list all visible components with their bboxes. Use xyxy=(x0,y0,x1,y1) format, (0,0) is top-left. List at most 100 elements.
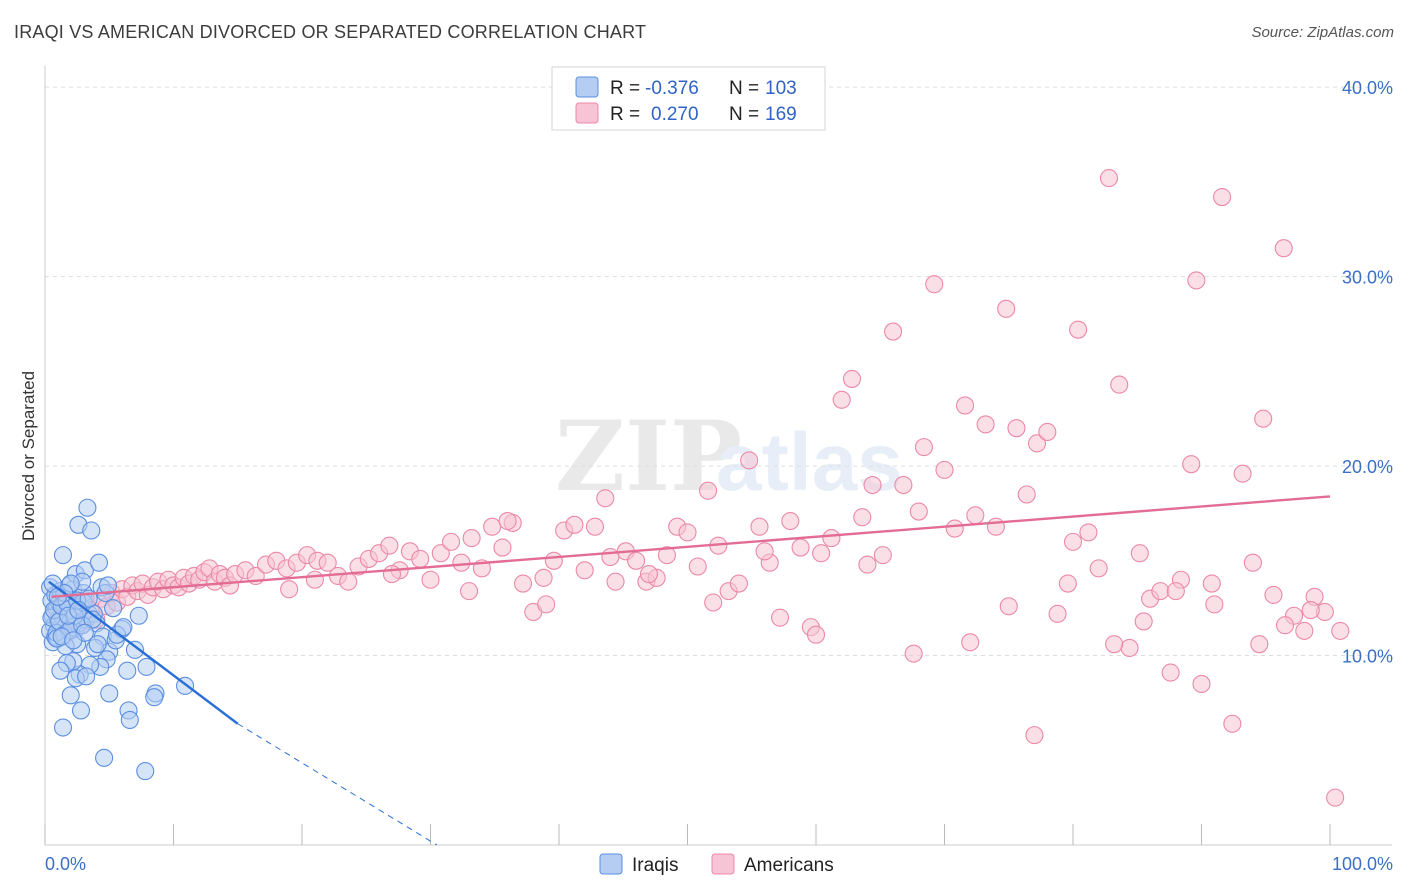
point-americans xyxy=(421,570,440,589)
point-americans xyxy=(1161,663,1180,682)
y-axis-title: Divorced or Separated xyxy=(19,371,38,541)
point-iraqis xyxy=(89,553,109,572)
point-americans xyxy=(452,553,471,572)
legend-n-label: N = xyxy=(729,78,759,99)
point-americans xyxy=(945,519,964,538)
legend-n-label: N = xyxy=(729,104,759,125)
point-iraqis xyxy=(114,618,133,637)
point-iraqis xyxy=(61,686,80,705)
point-iraqis xyxy=(129,606,148,625)
point-americans xyxy=(1099,169,1119,188)
point-americans xyxy=(678,523,697,542)
legend-r-value-iraqis: -0.376 xyxy=(645,78,699,99)
legend-swatch-americans xyxy=(575,102,599,124)
point-americans xyxy=(1295,621,1314,640)
point-americans xyxy=(976,415,995,434)
point-americans xyxy=(585,517,605,536)
legend-label-americans: Americans xyxy=(744,855,834,876)
point-americans xyxy=(1007,419,1026,438)
point-americans xyxy=(1058,574,1077,593)
point-americans xyxy=(483,517,502,536)
point-americans xyxy=(1202,574,1221,593)
point-americans xyxy=(601,547,620,567)
point-americans xyxy=(606,572,625,591)
point-americans xyxy=(1134,612,1153,631)
axes xyxy=(44,66,1392,846)
point-americans xyxy=(909,502,928,521)
point-americans xyxy=(704,593,723,612)
point-americans xyxy=(305,570,324,589)
point-americans xyxy=(1017,485,1036,504)
point-americans xyxy=(493,538,512,557)
point-americans xyxy=(986,517,1005,536)
point-americans xyxy=(1275,616,1295,635)
y-tick-label: 40.0% xyxy=(1342,78,1393,98)
point-americans xyxy=(1250,635,1269,654)
point-americans xyxy=(740,451,759,470)
legend-n-value-americans: 169 xyxy=(765,104,797,125)
point-iraqis xyxy=(64,631,83,650)
y-tick-label: 30.0% xyxy=(1342,268,1393,288)
point-americans xyxy=(863,475,882,495)
point-iraqis xyxy=(82,521,101,540)
point-americans xyxy=(1331,621,1350,640)
point-americans xyxy=(729,574,748,593)
point-iraqis xyxy=(71,701,91,720)
stats-legend: R = -0.376 N = 103 R = 0.270 N = 169 xyxy=(551,66,826,131)
point-americans xyxy=(280,580,299,599)
legend-n-value-iraqis: 103 xyxy=(765,78,797,99)
point-americans xyxy=(997,299,1016,318)
point-americans xyxy=(627,551,646,570)
point-iraqis xyxy=(120,710,139,730)
point-americans xyxy=(1301,601,1320,620)
point-americans xyxy=(537,595,556,614)
point-americans xyxy=(382,565,402,584)
x-tick-labels: 0.0% 100.0% xyxy=(45,854,1393,874)
point-americans xyxy=(832,390,851,409)
point-americans xyxy=(1105,635,1124,654)
point-americans xyxy=(565,515,584,534)
series-iraqis xyxy=(41,498,195,781)
point-americans xyxy=(657,546,676,565)
point-iraqis xyxy=(53,718,73,737)
point-americans xyxy=(1243,553,1262,572)
point-americans xyxy=(1205,595,1224,614)
point-americans xyxy=(904,644,923,663)
point-americans xyxy=(1063,532,1083,551)
legend-label-iraqis: Iraqis xyxy=(632,855,678,876)
point-americans xyxy=(1069,320,1088,339)
point-americans xyxy=(699,481,718,500)
point-americans xyxy=(544,551,563,570)
point-iraqis xyxy=(125,640,144,659)
point-americans xyxy=(513,574,533,593)
trend-line-iraqis xyxy=(48,580,239,725)
point-americans xyxy=(1027,434,1047,453)
point-americans xyxy=(873,546,892,565)
point-iraqis xyxy=(137,657,156,676)
point-americans xyxy=(1187,271,1206,290)
point-americans xyxy=(1192,674,1211,694)
point-americans xyxy=(1151,582,1170,601)
point-iraqis xyxy=(98,576,118,595)
trend-lines xyxy=(48,495,1331,846)
series-americans xyxy=(46,169,1350,807)
chart-source: Source: ZipAtlas.com xyxy=(1251,24,1394,41)
legend-swatch-iraqis xyxy=(599,853,623,875)
point-iraqis xyxy=(51,661,70,680)
legend-swatch-iraqis xyxy=(575,76,599,98)
point-americans xyxy=(596,489,615,508)
point-iraqis xyxy=(78,498,97,517)
trend-extension-iraqis xyxy=(237,723,438,846)
point-americans xyxy=(925,275,944,294)
point-americans xyxy=(956,396,975,415)
point-iraqis xyxy=(118,661,137,680)
point-americans xyxy=(575,561,594,580)
point-americans xyxy=(639,565,659,584)
point-americans xyxy=(1274,239,1293,258)
point-iraqis xyxy=(100,684,119,703)
legend-r-label: R = xyxy=(610,78,640,99)
point-americans xyxy=(1223,714,1242,733)
point-americans xyxy=(1110,375,1129,394)
point-americans xyxy=(770,608,790,627)
